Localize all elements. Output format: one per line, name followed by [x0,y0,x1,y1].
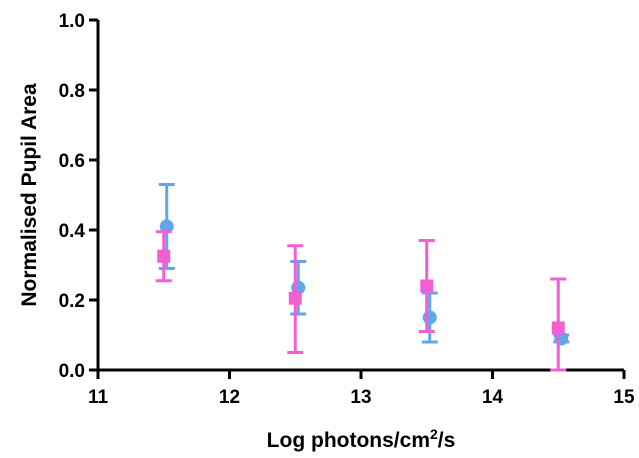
x-axis-title: Log photons/cm2/s [267,426,456,452]
x-tick-label: 15 [613,387,635,408]
data-point-circle [159,219,174,234]
x-tick-label: 13 [350,387,371,408]
x-tick-label: 11 [88,387,109,408]
y-axis-title: Normalised Pupil Area [18,83,41,307]
y-tick-label: 0.8 [59,81,85,102]
x-tick-label: 14 [482,387,504,408]
axes [96,20,624,372]
data-point-square [288,291,302,305]
series-square [155,230,567,372]
series-layer [155,183,570,372]
x-tick-label: 12 [219,387,240,408]
y-tick-label: 0.6 [59,151,85,172]
data-point-square [551,321,565,335]
y-ticks: 0.0 0.2 0.4 0.6 0.8 1.0 [59,11,98,382]
x-ticks: 11 12 13 14 15 [88,370,635,408]
x-axis-title-main: Log photons/cm [267,429,430,452]
y-tick-label: 0.0 [59,361,85,382]
y-tick-label: 1.0 [59,11,85,32]
data-point-square [157,249,171,263]
y-tick-label: 0.4 [59,221,86,242]
series-circle [158,183,570,346]
y-tick-label: 0.2 [59,291,85,312]
data-point-square [420,279,434,293]
x-axis-title-suffix: /s [438,429,456,452]
x-axis-title-superscript: 2 [430,426,438,442]
data-point-circle [422,310,437,325]
